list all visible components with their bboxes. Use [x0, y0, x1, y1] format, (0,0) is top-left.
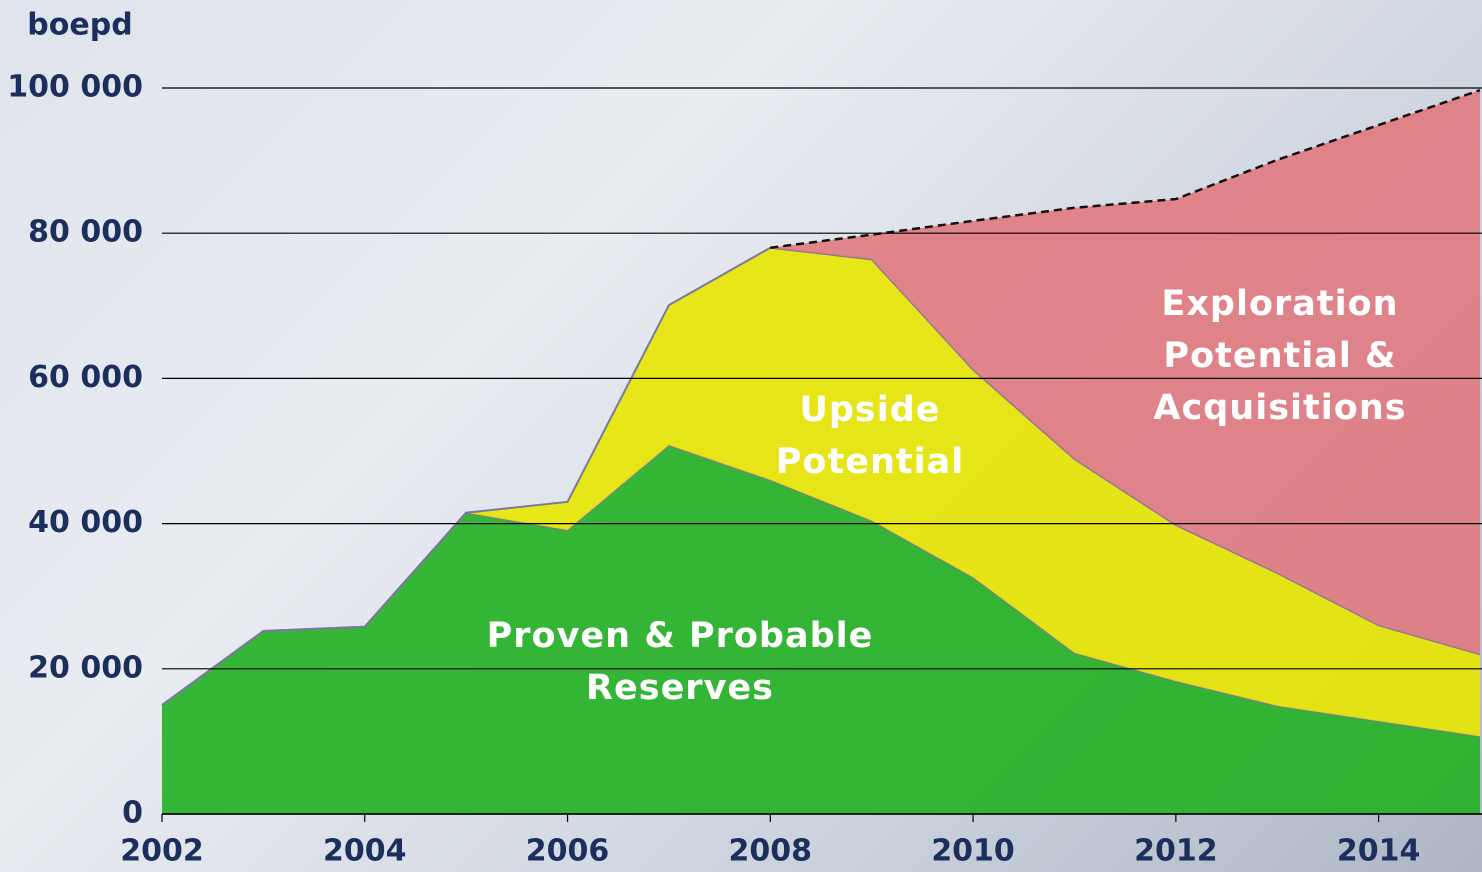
series-label: Upside Potential: [760, 384, 980, 488]
x-tick-label: 2012: [1134, 834, 1218, 869]
y-tick-label: 40 000: [28, 505, 143, 540]
y-tick-label: 60 000: [28, 360, 143, 395]
y-tick-label: 100 000: [7, 70, 143, 105]
x-tick-label: 2010: [931, 834, 1015, 869]
series-label: Proven & Probable Reserves: [400, 610, 960, 714]
x-tick-label: 2004: [323, 834, 407, 869]
series-label: Exploration Potential & Acquisitions: [1150, 278, 1410, 434]
x-tick-label: 2006: [526, 834, 610, 869]
y-axis-label: boepd: [27, 8, 132, 43]
y-tick-label: 20 000: [28, 650, 143, 685]
x-tick-label: 2008: [729, 834, 813, 869]
chart: boepd 0 20 000 40 000 60 000 80 000 100 000 20…: [0, 0, 1482, 872]
x-tick-label: 2002: [120, 834, 204, 869]
y-tick-label: 80 000: [28, 215, 143, 250]
x-tick-label: 2014: [1337, 834, 1421, 869]
chart-page: boepd 0 20 000 40 000 60 000 80 000 100 000 20…: [0, 0, 1482, 872]
y-tick-label: 0: [122, 796, 143, 831]
